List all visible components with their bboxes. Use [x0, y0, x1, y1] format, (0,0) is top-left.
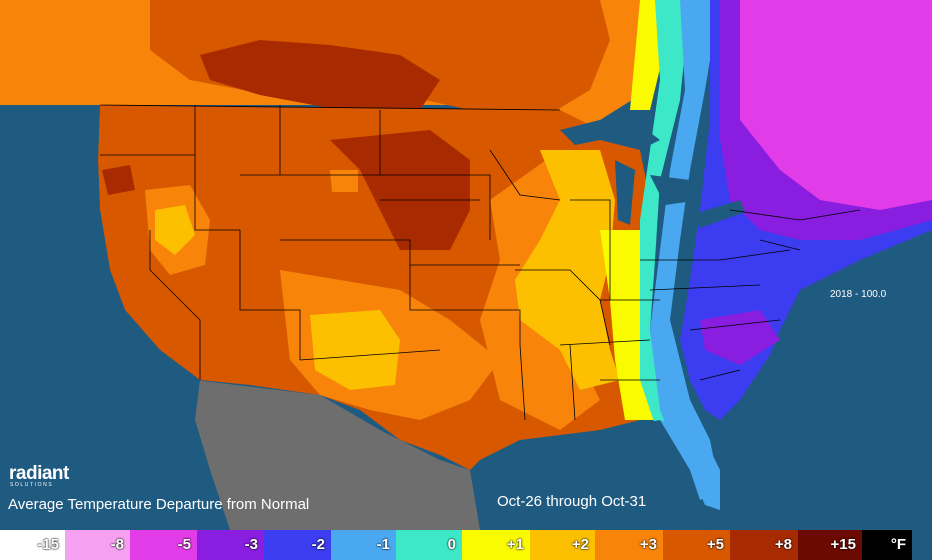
legend-cell: +1	[462, 530, 530, 560]
legend-cell: -3	[197, 530, 264, 560]
mexico-land	[195, 380, 480, 530]
teal-band	[640, 0, 700, 480]
se-purple-spot	[700, 310, 780, 365]
great-lakes	[560, 120, 745, 228]
legend-label: -2	[311, 536, 325, 553]
borders	[99, 104, 861, 421]
legend-label: -8	[110, 536, 124, 553]
legend-cell: +5	[663, 530, 730, 560]
atlantic-ocean	[725, 250, 932, 530]
date-range: Oct-26 through Oct-31	[497, 493, 647, 510]
color-legend: -15 -8 -5 -3 -2 -1 0 +1 +2 +3 +5 +8 +15 …	[0, 530, 932, 560]
legend-cell: -5	[130, 530, 197, 560]
nevada-yellow	[155, 205, 195, 255]
legend-cell: 0	[396, 530, 462, 560]
legend-label: 0	[447, 536, 456, 553]
legend-label: +3	[639, 536, 657, 553]
legend-cell: -8	[65, 530, 130, 560]
legend-label: +15	[830, 536, 856, 553]
legend-unit-cell: °F	[862, 530, 912, 560]
florida	[660, 420, 720, 510]
newmexico-yellow	[310, 310, 400, 390]
legend-cell: +15	[798, 530, 862, 560]
legend-cell: +8	[730, 530, 798, 560]
wyoming-orange	[330, 170, 358, 192]
legend-label: +8	[774, 536, 792, 553]
legend-label: +2	[571, 536, 589, 553]
legend-label: -5	[177, 536, 191, 553]
plains-hot-core	[330, 130, 470, 250]
unit-label: °F	[890, 536, 906, 553]
legend-cell: -1	[331, 530, 396, 560]
magenta-region	[740, 0, 932, 210]
nw-hot-spot	[102, 165, 135, 195]
pacific-ocean	[0, 105, 230, 530]
legend-label: -15	[37, 536, 59, 553]
legend-cell: +2	[530, 530, 595, 560]
legend-cell: +3	[595, 530, 663, 560]
legend-cell: -2	[264, 530, 331, 560]
legend-label: +1	[506, 536, 524, 553]
legend-label: -1	[376, 536, 390, 553]
radiant-logo-subtitle: SOLUTIONS	[10, 482, 54, 488]
map-title: Average Temperature Departure from Norma…	[8, 496, 310, 513]
temperature-map	[0, 0, 932, 530]
radiant-logo: radiant	[9, 463, 69, 484]
map-stamp: 2018 - 100.0	[830, 289, 887, 300]
legend-label: +5	[706, 536, 724, 553]
canada-hot-core	[200, 40, 440, 110]
legend-cell: -15	[0, 530, 65, 560]
legend-label: -3	[244, 536, 258, 553]
gulf-ocean	[480, 420, 710, 530]
lightblue-band	[650, 0, 720, 500]
yellow-north	[630, 0, 662, 110]
